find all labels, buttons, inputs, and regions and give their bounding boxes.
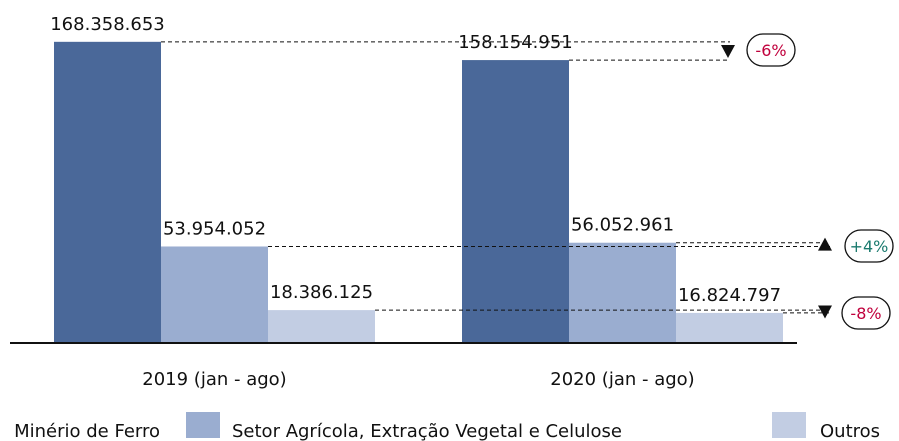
data-label: 18.386.125: [270, 282, 373, 303]
annotation-box: [746, 33, 796, 67]
legend-swatch: [186, 412, 220, 438]
bar: [462, 60, 569, 343]
data-label: 53.954.052: [163, 218, 266, 239]
annotation: -6%: [755, 41, 786, 60]
legend-swatch: [772, 412, 806, 438]
change-arrow: [818, 305, 832, 319]
bar: [161, 246, 268, 343]
annotation: -8%: [850, 304, 881, 323]
annotation-box: [844, 229, 894, 263]
data-label: 16.824.797: [678, 285, 781, 306]
data-label: 56.052.961: [571, 215, 674, 236]
legend-label: Setor Agrícola, Extração Vegetal e Celul…: [232, 421, 622, 441]
change-arrow: [721, 44, 735, 58]
change-arrow: [818, 237, 832, 251]
x-tick-label: 2019 (jan - ago): [142, 369, 286, 390]
data-label: 158.154.951: [458, 32, 573, 53]
annotation: +4%: [850, 237, 889, 256]
annotation-box: [841, 296, 891, 330]
legend-label: Minério de Ferro: [14, 421, 160, 441]
legend-label: Outros: [820, 421, 880, 441]
bar: [54, 41, 161, 344]
data-label: 168.358.653: [50, 14, 165, 35]
x-tick-label: 2020 (jan - ago): [550, 369, 694, 390]
bar: [569, 242, 676, 343]
bar: [268, 310, 375, 343]
bar: [676, 312, 783, 343]
